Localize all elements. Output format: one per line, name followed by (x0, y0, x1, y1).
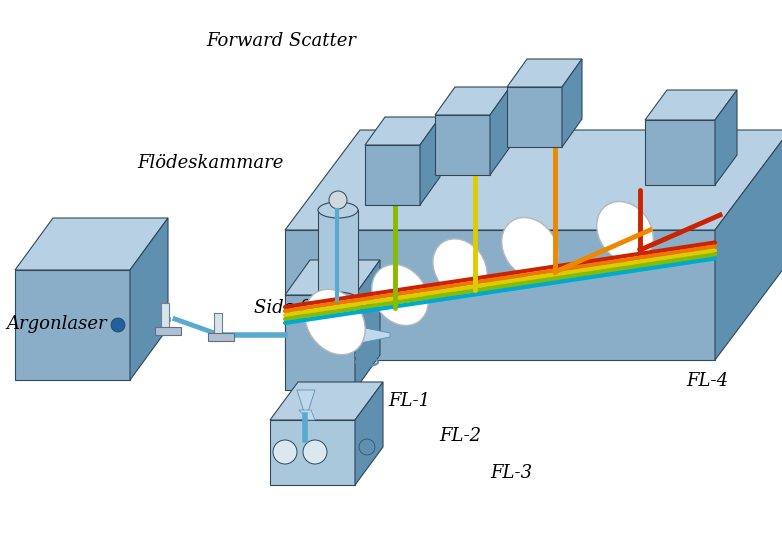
Polygon shape (130, 218, 168, 380)
Polygon shape (161, 303, 169, 335)
Circle shape (359, 439, 375, 455)
Polygon shape (645, 90, 737, 120)
Polygon shape (299, 410, 315, 420)
Polygon shape (285, 230, 715, 360)
Ellipse shape (318, 202, 358, 218)
Ellipse shape (502, 217, 558, 278)
Text: Flödeskammare: Flödeskammare (137, 154, 283, 173)
Polygon shape (214, 313, 222, 341)
Polygon shape (355, 382, 383, 485)
Polygon shape (490, 87, 510, 175)
Polygon shape (285, 130, 782, 230)
Polygon shape (355, 260, 380, 390)
Text: FL-3: FL-3 (490, 464, 533, 482)
Polygon shape (365, 117, 440, 145)
Ellipse shape (597, 202, 653, 263)
Circle shape (329, 191, 347, 209)
Polygon shape (297, 390, 315, 415)
Polygon shape (270, 382, 383, 420)
Polygon shape (155, 327, 181, 335)
Polygon shape (435, 115, 490, 175)
Polygon shape (285, 295, 355, 390)
Ellipse shape (433, 239, 487, 297)
Ellipse shape (371, 264, 429, 325)
Polygon shape (318, 210, 358, 300)
Polygon shape (715, 90, 737, 185)
Text: FL-2: FL-2 (439, 427, 482, 445)
Ellipse shape (305, 289, 365, 355)
Polygon shape (645, 120, 715, 185)
Polygon shape (562, 59, 582, 147)
Polygon shape (435, 87, 510, 115)
Circle shape (303, 440, 327, 464)
Text: Forward Scatter: Forward Scatter (206, 32, 357, 50)
Polygon shape (285, 260, 380, 295)
Polygon shape (360, 327, 390, 343)
Polygon shape (507, 87, 562, 147)
Polygon shape (507, 59, 582, 87)
Circle shape (111, 318, 125, 332)
Text: FL-1: FL-1 (389, 391, 431, 410)
Polygon shape (365, 145, 420, 205)
Circle shape (273, 440, 297, 464)
Polygon shape (270, 420, 355, 485)
Polygon shape (715, 130, 782, 360)
Polygon shape (420, 117, 440, 205)
Polygon shape (208, 333, 234, 341)
Polygon shape (15, 270, 130, 380)
Text: FL-4: FL-4 (687, 372, 729, 391)
Text: Argonlaser: Argonlaser (6, 315, 107, 334)
Ellipse shape (318, 292, 358, 308)
Text: Side Scatter: Side Scatter (254, 299, 368, 317)
Polygon shape (15, 218, 168, 270)
